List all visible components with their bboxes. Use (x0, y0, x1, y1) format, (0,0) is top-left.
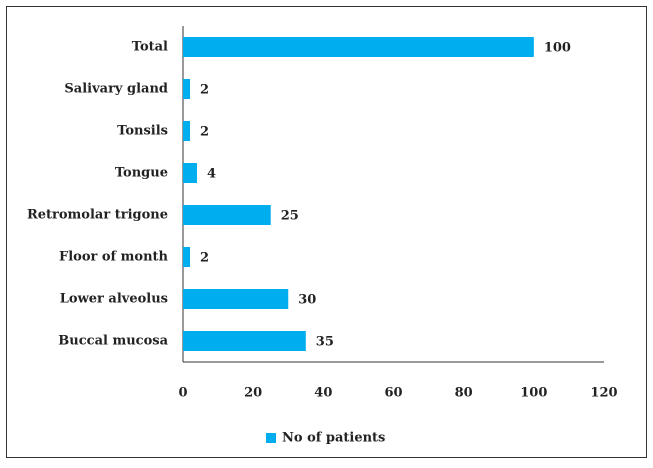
data-label: 2 (200, 251, 209, 266)
bar (183, 37, 534, 57)
legend-swatch (266, 433, 276, 443)
data-label: 2 (200, 125, 209, 140)
x-tick-label: 120 (590, 386, 617, 401)
y-tick-label: Tonsils (117, 124, 168, 139)
x-tick-label: 60 (384, 386, 402, 401)
x-tick-label: 80 (455, 386, 473, 401)
bar (183, 79, 191, 99)
x-tick-label: 100 (520, 386, 547, 401)
y-tick-label: Tongue (115, 166, 168, 181)
data-label: 100 (544, 41, 571, 56)
data-label: 2 (200, 83, 209, 98)
bar (183, 331, 306, 351)
data-label: 4 (207, 167, 216, 182)
x-tick-label: 20 (244, 386, 262, 401)
y-tick-label: Buccal mucosa (58, 334, 168, 349)
y-tick-label: Salivary gland (64, 82, 168, 97)
bar (183, 163, 198, 183)
bar (183, 247, 191, 267)
frame (6, 6, 647, 458)
x-tick-label: 40 (314, 386, 332, 401)
data-label: 30 (298, 293, 316, 308)
y-tick-label: Floor of month (59, 250, 169, 265)
data-label: 35 (316, 335, 334, 350)
bar (183, 121, 191, 141)
y-tick-label: Retromolar trigone (27, 208, 168, 223)
legend-label: No of patients (282, 431, 385, 446)
data-label: 25 (281, 209, 299, 224)
y-tick-label: Total (132, 40, 168, 55)
x-tick-label: 0 (178, 386, 187, 401)
y-tick-label: Lower alveolus (60, 292, 168, 307)
bar (183, 205, 271, 225)
bar (183, 289, 289, 309)
